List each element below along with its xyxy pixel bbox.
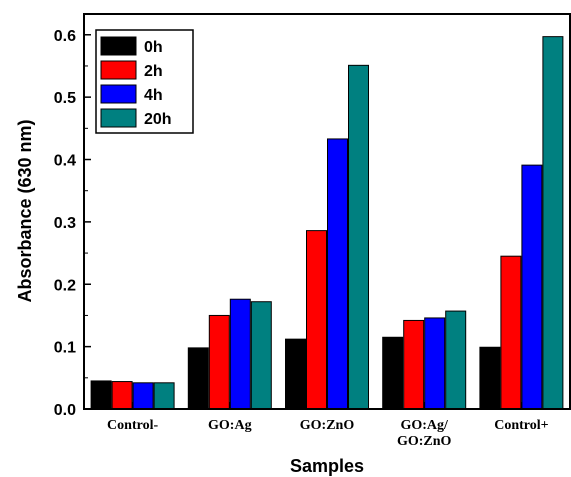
bar-4h-4	[521, 164, 543, 410]
y-tick-label: 0.5	[54, 90, 76, 107]
bar-2h-0	[111, 381, 133, 410]
x-tick-label-line: Control-	[107, 418, 158, 433]
legend-label-20h: 20h	[144, 111, 172, 128]
legend-label-0h: 0h	[144, 39, 163, 56]
legend: 0h 2h 4h 20h	[95, 29, 194, 134]
bar-0h-1	[187, 347, 209, 410]
bar-20h-3	[445, 310, 467, 410]
y-tick-label: 0.0	[54, 402, 76, 419]
legend-swatch-20h	[100, 108, 137, 128]
y-tick-label: 0.1	[54, 340, 76, 357]
x-tick-label-line: GO:ZnO	[300, 418, 355, 433]
bar-0h-0	[90, 380, 112, 410]
bar-20h-4	[542, 36, 564, 410]
bar-20h-1	[250, 301, 272, 410]
legend-swatch-4h	[100, 84, 137, 104]
bar-4h-3	[424, 317, 446, 410]
bar-2h-2	[306, 230, 327, 410]
legend-label-2h: 2h	[144, 63, 163, 80]
x-tick-label: GO:Ag	[208, 418, 252, 433]
bar-0h-3	[382, 336, 404, 410]
bar-2h-4	[500, 255, 522, 410]
bar-0h-4	[479, 346, 501, 410]
bar-2h-1	[208, 314, 230, 410]
x-axis-title: Samples	[290, 456, 364, 476]
x-tick-label-line: GO:Ag/	[400, 418, 449, 433]
x-tick-label: Control+	[494, 418, 548, 433]
bar-0h-2	[285, 338, 306, 410]
x-tick-label-line: GO:ZnO	[397, 434, 452, 449]
y-tick-label: 0.3	[54, 215, 76, 232]
bar-4h-0	[132, 382, 154, 410]
y-tick-label: 0.6	[54, 28, 76, 45]
bar-4h-2	[327, 138, 348, 410]
y-axis-title: Absorbance (630 nm)	[15, 119, 35, 302]
y-tick-label: 0.2	[54, 277, 76, 294]
legend-swatch-0h	[100, 36, 137, 56]
bar-4h-1	[229, 298, 251, 410]
y-axis: 0.0 0.1 0.2 0.3 0.4 0.5 0.6	[54, 28, 91, 419]
x-tick-label: GO:ZnO	[300, 418, 355, 433]
x-tick-label-line: Control+	[494, 418, 548, 433]
legend-label-4h: 4h	[144, 87, 163, 104]
bar-20h-2	[348, 64, 369, 410]
y-tick-label: 0.4	[54, 153, 76, 170]
bar-20h-0	[153, 382, 175, 410]
legend-swatch-2h	[100, 60, 137, 80]
bars-group	[90, 36, 564, 410]
x-tick-label: GO:Ag/GO:ZnO	[397, 418, 452, 449]
x-tick-label-line: GO:Ag	[208, 418, 252, 433]
bar-2h-3	[403, 319, 425, 410]
x-tick-label: Control-	[107, 418, 158, 433]
